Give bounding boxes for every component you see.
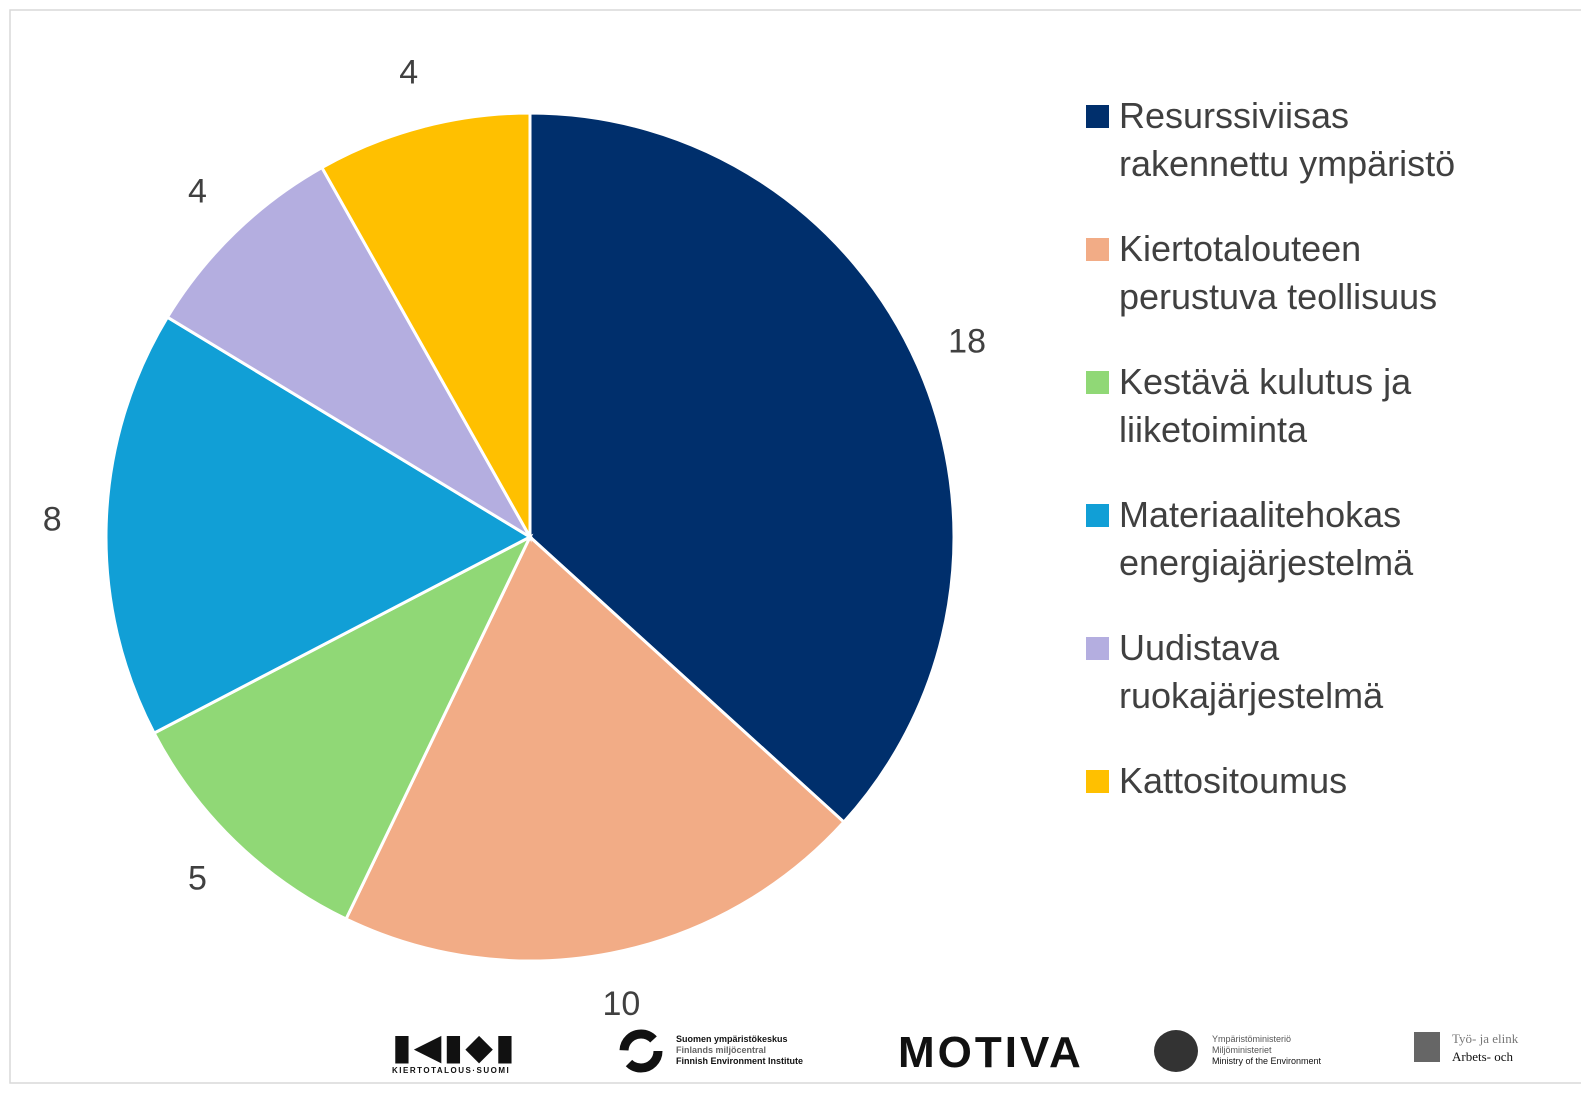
data-label: 4 (399, 54, 418, 92)
logo-text: Ympäristöministeriö (1212, 1034, 1292, 1044)
legend-swatch (1086, 238, 1109, 261)
legend: Resurssiviisas rakennettu ympäristö Kiert… (1086, 92, 1581, 842)
pie-slice (152, 533, 534, 922)
legend-label: Uudistava ruokajärjestelmä (1119, 627, 1384, 716)
legend-item: Kestävä kulutus ja liiketoiminta (1086, 358, 1581, 454)
tem-mark (1414, 1032, 1440, 1062)
data-label: 5 (188, 859, 207, 897)
pie-slice (344, 534, 846, 963)
legend-label: Resurssiviisas rakennettu ympäristö (1119, 95, 1456, 184)
syke-logo: Suomen ympäristökeskus Finlands miljöcen… (618, 1028, 803, 1074)
pie-slice (319, 111, 532, 543)
logo-strip: ▮◀▮◆▮ KIERTOTALOUS·SUOMI Suomen ympärist… (380, 1028, 1581, 1097)
data-label: 10 (602, 985, 640, 1023)
legend-swatch (1086, 770, 1109, 793)
logo-text: Finlands miljöcentral (676, 1045, 767, 1055)
legend-item: Materiaalitehokas energiajärjestelmä (1086, 491, 1581, 587)
chart-frame (9, 9, 1581, 1084)
legend-swatch (1086, 371, 1109, 394)
legend-item: Kattositoumus (1086, 757, 1581, 805)
legend-swatch (1086, 105, 1109, 128)
legend-item: Kiertotalouteen perustuva teollisuus (1086, 225, 1581, 321)
legend-label: Materiaalitehokas energiajärjestelmä (1119, 494, 1414, 583)
pie-slice (165, 165, 535, 542)
ministry-mark (1154, 1030, 1198, 1072)
motiva-logo: MOTIVA (898, 1028, 1084, 1077)
data-label: 8 (43, 501, 62, 539)
data-label: 18 (948, 322, 986, 360)
logo-text: Ministry of the Environment (1212, 1056, 1322, 1066)
pie-slice (104, 315, 534, 736)
legend-label: Kestävä kulutus ja liiketoiminta (1119, 361, 1412, 450)
legend-swatch (1086, 504, 1109, 527)
legend-item: Uudistava ruokajärjestelmä (1086, 624, 1581, 720)
logo-text: Miljöministeriet (1212, 1045, 1272, 1055)
logo-text: Finnish Environment Institute (676, 1056, 804, 1066)
data-label: 4 (188, 173, 207, 211)
legend-label: Kattositoumus (1119, 760, 1348, 801)
ministry-logo: Ympäristöministeriö Miljöministeriet Min… (1152, 1028, 1321, 1074)
logo-text: Työ- ja elink (1452, 1031, 1519, 1046)
legend-item: Resurssiviisas rakennettu ympäristö (1086, 92, 1581, 188)
logo-text: Arbets- och (1452, 1049, 1514, 1064)
syke-mark (619, 1029, 663, 1073)
kiertotalous-logo: ▮◀▮◆▮ KIERTOTALOUS·SUOMI (392, 1026, 517, 1076)
pie-slice (528, 111, 956, 825)
logo-text: Suomen ympäristökeskus (676, 1034, 788, 1044)
logo-text: KIERTOTALOUS·SUOMI (392, 1066, 511, 1075)
legend-swatch (1086, 637, 1109, 660)
legend-label: Kiertotalouteen perustuva teollisuus (1119, 228, 1438, 317)
tem-logo: Työ- ja elink Arbets- och (1410, 1028, 1518, 1068)
logo-mark: ▮◀▮◆▮ (392, 1026, 517, 1067)
